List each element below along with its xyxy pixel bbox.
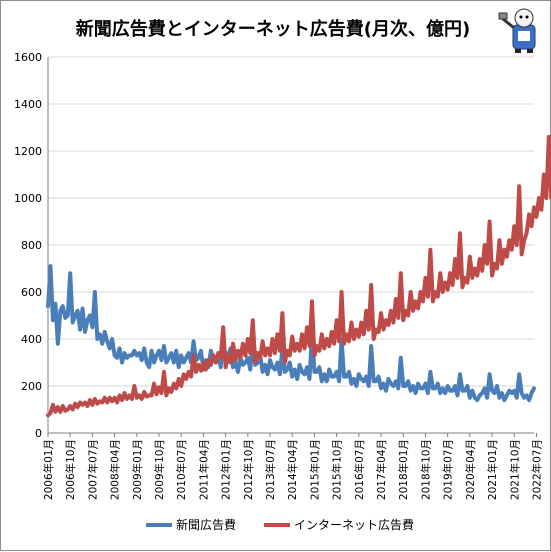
x-tick-label: 2009年01月 (131, 439, 144, 500)
series-line-1 (46, 134, 551, 418)
x-tick-label: 2020年04月 (464, 439, 477, 500)
x-tick-label: 2021年01月 (486, 439, 499, 500)
y-axis-tick-labels: 0 200 400 600 800 1000 1200 1400 1600 (14, 51, 42, 440)
y-tick-label: 200 (21, 380, 42, 393)
axes (47, 57, 537, 437)
x-tick-label: 2010年07月 (175, 439, 188, 500)
legend-label-1: インターネット広告費 (294, 517, 414, 532)
x-tick-label: 2013年07月 (264, 439, 277, 500)
x-tick-label: 2006年01月 (42, 439, 55, 500)
x-tick-label: 2017年04月 (375, 439, 388, 500)
x-tick-label: 2009年10月 (153, 439, 166, 500)
x-tick-label: 2012年01月 (220, 439, 233, 500)
mascot-icon (498, 8, 536, 53)
x-tick-label: 2018年10月 (419, 439, 432, 500)
x-tick-label: 2011年04月 (197, 439, 210, 500)
x-tick-label: 2014年04月 (286, 439, 299, 500)
chart-title: 新聞広告費とインターネット広告費(月次、億円) (76, 18, 470, 40)
x-tick-label: 2012年10月 (242, 439, 255, 500)
x-tick-label: 2022年07月 (530, 439, 543, 500)
x-tick-label: 2019年07月 (442, 439, 455, 500)
y-tick-label: 400 (21, 333, 42, 346)
series-lines (46, 134, 551, 418)
y-tick-label: 800 (21, 239, 42, 252)
x-tick-label: 2015年01月 (308, 439, 321, 500)
y-tick-label: 600 (21, 286, 42, 299)
x-tick-label: 2018年01月 (397, 439, 410, 500)
legend: 新聞広告費 インターネット広告費 (146, 517, 414, 532)
x-tick-label: 2015年10月 (331, 439, 344, 500)
y-tick-label: 1400 (14, 98, 42, 111)
series-line-0 (46, 264, 536, 403)
x-tick-label: 2008年04月 (109, 439, 122, 500)
y-tick-label: 0 (35, 427, 42, 440)
y-tick-label: 1200 (14, 145, 42, 158)
legend-label-0: 新聞広告費 (176, 517, 236, 532)
x-tick-label: 2016年07月 (353, 439, 366, 500)
x-axis-tick-labels: 2006年01月 2006年10月 2007年07月 2008年04月 2009年01月… (42, 439, 543, 500)
x-tick-label: 2006年10月 (64, 439, 77, 500)
y-tick-label: 1000 (14, 192, 42, 205)
x-tick-label: 2007年07月 (86, 439, 99, 500)
y-tick-label: 1600 (14, 51, 42, 64)
x-tick-label: 2021年10月 (508, 439, 521, 500)
